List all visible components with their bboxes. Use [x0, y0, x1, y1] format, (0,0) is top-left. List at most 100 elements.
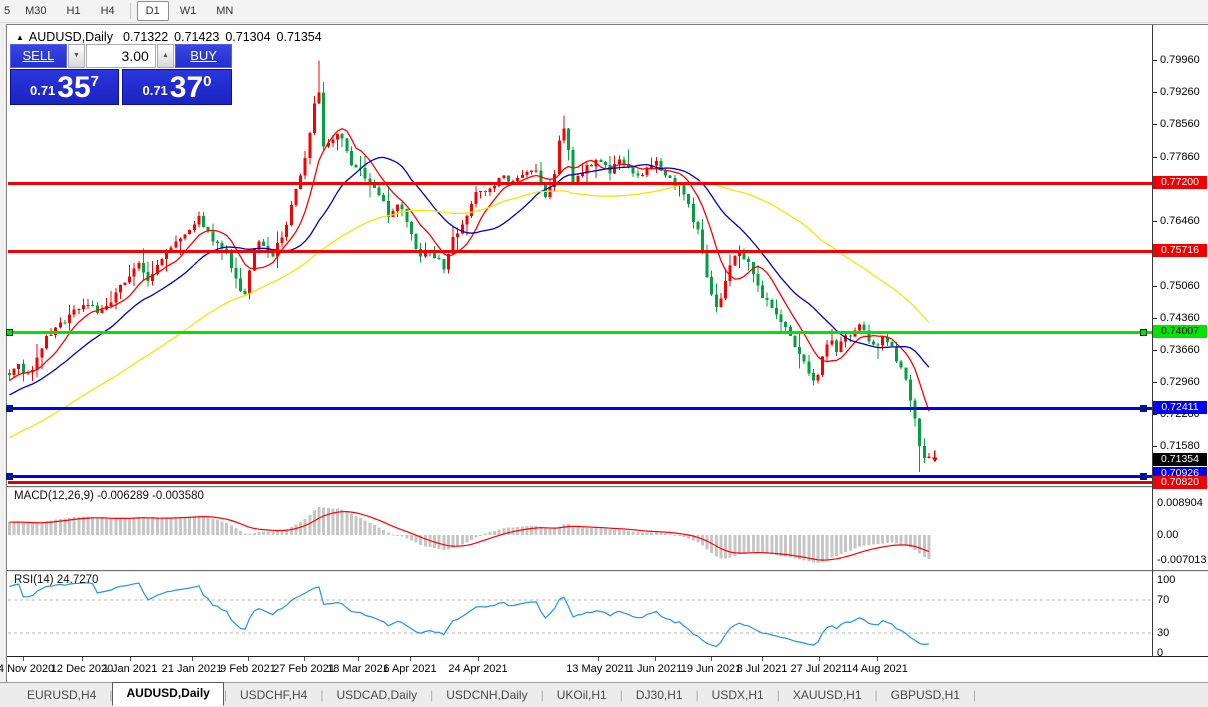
volume-decrease-button[interactable]: ▼ — [67, 44, 86, 68]
price-axis-border — [1152, 25, 1153, 657]
price-axis-tick — [1153, 446, 1157, 447]
time-axis-label: 24 Apr 2021 — [448, 663, 508, 675]
ask-price-display[interactable]: 0.71 37 0 — [122, 69, 232, 105]
macd-panel[interactable] — [8, 488, 1153, 570]
volume-input[interactable]: 3.00 — [86, 44, 156, 68]
price-axis-tick — [1153, 350, 1157, 351]
price-chart-area[interactable] — [8, 27, 1153, 486]
price-axis-tick — [1153, 157, 1157, 158]
time-axis-label: 9 Feb 2021 — [220, 663, 276, 675]
timeframe-button-d1[interactable]: D1 — [136, 1, 169, 21]
time-axis-tick — [23, 657, 24, 661]
price-axis-tick — [1153, 124, 1157, 125]
ask-big-digits: 37 — [169, 71, 204, 104]
hline-0.74007[interactable] — [8, 331, 1152, 334]
chart-tab-dj30[interactable]: DJ30,H1 — [635, 688, 683, 702]
macd-scale-label: -0.007013 — [1157, 554, 1207, 566]
hline-0.772[interactable] — [8, 182, 1152, 185]
tab-separator: | — [320, 688, 324, 702]
time-axis-label: 14 Aug 2021 — [846, 663, 908, 675]
timeframe-button-m30[interactable]: M30 — [25, 5, 47, 17]
price-axis-tick — [1153, 382, 1157, 383]
price-level-label: 0.71354 — [1153, 453, 1207, 466]
timeframe-button-h4[interactable]: H4 — [100, 5, 115, 17]
price-level-label: 0.70820 — [1153, 476, 1207, 489]
time-axis-label: 21 Jan 2021 — [161, 663, 223, 675]
ohlc-open: 0.71322 — [122, 30, 169, 44]
chart-tab-audusd[interactable]: AUDUSD,Daily — [112, 682, 224, 706]
tab-separator: | — [695, 688, 699, 702]
chart-window — [6, 24, 1208, 683]
chart-tab-eurusd[interactable]: EURUSD,H4 — [27, 688, 97, 702]
sell-button[interactable]: SELL — [10, 44, 67, 68]
one-click-collapse-icon[interactable]: ▲ — [16, 33, 24, 42]
time-axis-label: 6 Apr 2021 — [383, 663, 437, 675]
hline-handle[interactable] — [1140, 329, 1147, 336]
rsi-scale-label: 30 — [1157, 627, 1170, 639]
time-axis-tick — [410, 657, 411, 661]
volume-increase-button[interactable]: ▲ — [156, 44, 175, 68]
toolbar-separator — [129, 3, 131, 19]
macd-value: -0.006289 — [97, 490, 149, 502]
tab-separator: | — [972, 688, 977, 702]
bid-pip-digit: 7 — [90, 73, 100, 90]
bid-big-digits: 35 — [57, 71, 91, 104]
time-axis-tick — [762, 657, 763, 661]
time-axis-tick — [358, 657, 359, 661]
time-axis-label: 1 Jan 2021 — [102, 663, 158, 675]
tab-separator: | — [430, 688, 434, 702]
time-axis-tick — [655, 657, 656, 661]
price-axis-label: 0.76460 — [1160, 215, 1200, 227]
hline-handle[interactable] — [6, 329, 13, 336]
ask-pip-digit: 0 — [203, 73, 212, 90]
tab-separator: | — [540, 688, 544, 702]
chart-tab-usdcad[interactable]: USDCAD,Daily — [336, 688, 418, 702]
chart-tab-ukoil[interactable]: UKOil,H1 — [556, 688, 607, 702]
hline-0.72411[interactable] — [8, 407, 1152, 410]
hline-0.7082[interactable] — [8, 481, 1152, 484]
time-axis-tick — [819, 657, 820, 661]
trade-controls-row: SELL ▼ 3.00 ▲ BUY — [10, 44, 232, 68]
timeframe-button-mn[interactable]: MN — [216, 5, 234, 17]
tab-separator: | — [619, 688, 623, 702]
rsi-panel-separator[interactable] — [7, 570, 1208, 571]
time-axis-tick — [82, 657, 83, 661]
price-axis-label: 0.78560 — [1160, 118, 1200, 130]
bid-price-display[interactable]: 0.71 35 7 — [10, 69, 119, 105]
chart-tab-xauusd[interactable]: XAUUSD,H1 — [792, 688, 862, 702]
hline-0.70926[interactable] — [8, 475, 1152, 478]
chart-tab-usdchf[interactable]: USDCHF,H4 — [239, 688, 308, 702]
time-axis-label: 13 May 2021 — [566, 663, 630, 675]
time-axis-tick — [192, 657, 193, 661]
timeframe-button-w1[interactable]: W1 — [179, 5, 197, 17]
price-axis-tick — [1153, 221, 1157, 222]
chart-tab-usdcnh[interactable]: USDCNH,Daily — [446, 688, 528, 702]
time-axis-label: 8 Jul 2021 — [736, 663, 788, 675]
buy-button[interactable]: BUY — [175, 44, 232, 68]
hline-handle[interactable] — [1140, 405, 1147, 412]
candlestick-chart — [8, 60, 938, 472]
hline-handle[interactable] — [6, 473, 13, 480]
price-axis-label: 0.71580 — [1160, 440, 1200, 452]
macd-panel-separator[interactable] — [7, 486, 1208, 487]
macd-panel-separator-light — [7, 487, 1208, 488]
price-axis-tick — [1153, 92, 1157, 93]
hline-0.75716[interactable] — [8, 250, 1152, 253]
chart-tab-gbpusd[interactable]: GBPUSD,H1 — [890, 688, 960, 702]
rsi-panel[interactable] — [8, 572, 1153, 656]
time-axis-tick — [598, 657, 599, 661]
hline-handle[interactable] — [6, 405, 13, 412]
tab-separator: | — [776, 688, 780, 702]
timeframe-button-5[interactable]: 5 — [4, 5, 11, 17]
macd-label: MACD(12,26,9) -0.006289 -0.003580 — [14, 490, 204, 502]
one-click-trading-panel: SELL ▼ 3.00 ▲ BUY 0.71 35 7 0.71 37 0 — [10, 44, 232, 106]
rsi-scale-label: 0 — [1157, 647, 1164, 659]
time-axis-label: 1 Jun 2021 — [627, 663, 683, 675]
hline-handle[interactable] — [1140, 473, 1147, 480]
timeframe-toolbar: 5 M30 H1 H4 D1 W1 MN — [0, 0, 1208, 23]
timeframe-button-h1[interactable]: H1 — [66, 5, 81, 17]
chart-tab-usdx[interactable]: USDX,H1 — [711, 688, 764, 702]
price-axis-label: 0.72960 — [1160, 376, 1200, 388]
price-axis-label: 0.74360 — [1160, 312, 1200, 324]
time-axis-label: 12 Dec 2020 — [50, 663, 114, 675]
